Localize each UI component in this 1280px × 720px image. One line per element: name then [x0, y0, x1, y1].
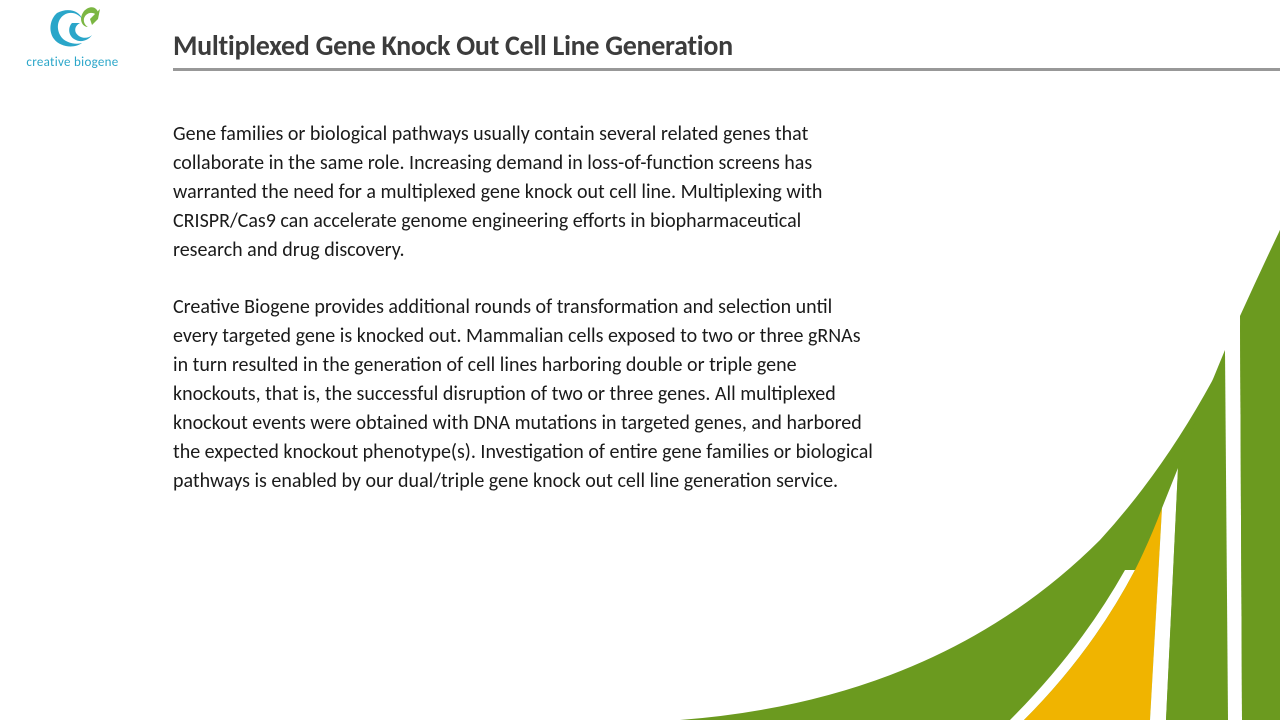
logo-text: creative biogene	[15, 55, 130, 70]
logo-mark-icon	[42, 5, 104, 53]
paragraph-2: Creative Biogene provides additional rou…	[173, 293, 873, 496]
header: creative biogene Multiplexed Gene Knock …	[0, 0, 1280, 78]
page-title: Multiplexed Gene Knock Out Cell Line Gen…	[173, 28, 733, 63]
body-content: Gene families or biological pathways usu…	[173, 120, 873, 524]
header-divider	[173, 68, 1280, 71]
paragraph-1: Gene families or biological pathways usu…	[173, 120, 873, 265]
logo: creative biogene	[15, 5, 130, 70]
